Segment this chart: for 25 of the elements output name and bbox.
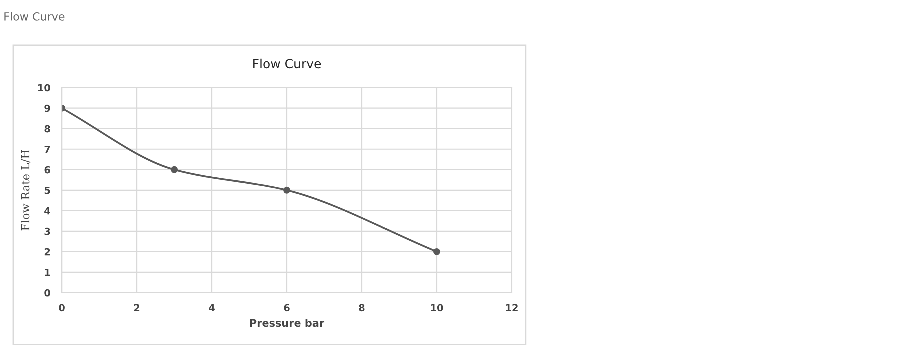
point [434,248,440,256]
y-tick-label: 4 [44,208,50,215]
y-tick-label: 8 [44,125,50,133]
y-tick-label: 0 [44,289,50,297]
x-axis-title: Pressure bar [250,319,325,328]
y-tick-label: 7 [44,146,50,154]
x-tick-label: 10 [431,304,444,312]
y-tick-label: 2 [44,248,50,256]
chart-subtitle: Flow Curve [254,58,322,69]
y-tick-label: 6 [44,166,50,174]
x-tick-label: 12 [506,304,518,312]
chart-title: Flow Curve [4,12,65,21]
y-tick-label: 3 [44,228,50,236]
y-axis-title: Flow Rate L/H [21,150,31,231]
y-tick-label: 5 [44,187,50,194]
point [171,166,178,174]
y-tick-label: 10 [38,84,50,92]
x-tick-label: 6 [284,304,290,312]
y-tick-label: 1 [45,269,50,276]
point [284,186,290,194]
x-tick-label: 8 [359,304,365,312]
x-tick-label: 2 [134,304,140,312]
y-tick-label: 9 [44,104,50,112]
x-tick-label: 0 [59,304,65,312]
x-tick-label: 4 [209,304,215,312]
